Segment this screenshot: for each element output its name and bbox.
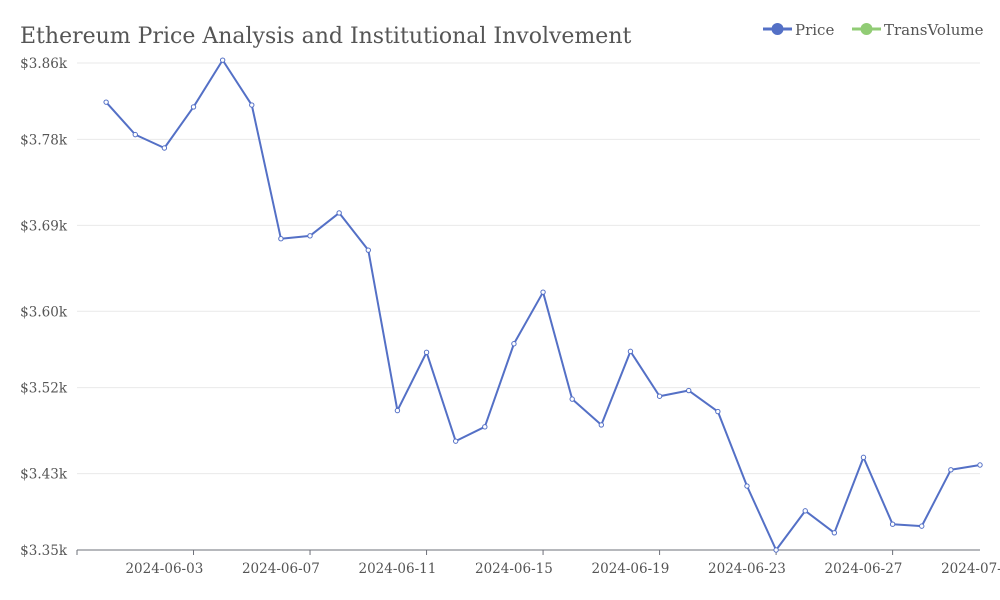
legend-price-marker <box>771 23 784 35</box>
y-tick-label: $3.35k <box>20 543 68 559</box>
chart-title: Ethereum Price Analysis and Institutiona… <box>20 24 631 49</box>
data-point[interactable] <box>452 438 459 444</box>
legend-item-price[interactable]: Price <box>763 21 834 39</box>
data-point[interactable] <box>249 102 255 108</box>
data-point[interactable] <box>511 341 517 347</box>
y-tick-label: $3.60k <box>20 304 68 320</box>
data-point[interactable] <box>831 530 838 536</box>
legend-transvolume-label: TransVolume <box>884 21 984 39</box>
y-tick-label: $3.43k <box>20 467 68 483</box>
x-tick-label: 2024-06-23 <box>708 561 786 577</box>
data-point[interactable] <box>394 407 401 414</box>
y-tick-label: $3.86k <box>20 56 68 72</box>
data-point[interactable] <box>889 521 896 527</box>
data-point[interactable] <box>919 523 925 529</box>
data-point[interactable] <box>948 467 954 473</box>
data-point[interactable] <box>802 508 808 514</box>
data-point[interactable] <box>686 387 692 394</box>
x-tick-label: 2024-07-01 <box>941 561 1000 577</box>
x-tick-label: 2024-06-27 <box>825 561 903 577</box>
x-tick-label: 2024-06-07 <box>242 561 320 577</box>
legend-item-transvolume[interactable]: TransVolume <box>852 21 984 39</box>
data-point[interactable] <box>219 57 226 63</box>
y-tick-label: $3.78k <box>20 132 68 148</box>
data-point[interactable] <box>656 393 663 399</box>
y-tick-label: $3.69k <box>20 218 68 234</box>
x-tick-label: 2024-06-11 <box>358 561 436 577</box>
price-series <box>103 57 983 553</box>
data-point[interactable] <box>190 104 197 110</box>
data-point[interactable] <box>977 462 983 468</box>
data-point[interactable] <box>423 349 430 356</box>
data-point[interactable] <box>336 210 342 216</box>
grid-lines <box>77 62 980 475</box>
data-point[interactable] <box>540 289 546 295</box>
data-point[interactable] <box>715 408 721 415</box>
data-point[interactable] <box>307 233 313 239</box>
axes: $3.35k $3.43k $3.52k $3.60k $3.69k $3.78k $3.8… <box>20 56 1000 577</box>
data-point[interactable] <box>161 145 168 151</box>
x-tick-label: 2024-06-19 <box>592 561 670 577</box>
series-line-price <box>105 59 981 551</box>
data-point[interactable] <box>627 348 634 355</box>
data-point[interactable] <box>569 396 575 402</box>
legend-price-label: Price <box>795 21 834 39</box>
data-point[interactable] <box>278 236 284 242</box>
data-point[interactable] <box>598 422 605 428</box>
data-point[interactable] <box>132 131 138 138</box>
y-tick-label: $3.52k <box>20 381 68 397</box>
data-point[interactable] <box>482 424 488 430</box>
data-point[interactable] <box>365 247 371 253</box>
data-point[interactable] <box>103 99 109 105</box>
x-tick-label: 2024-06-15 <box>475 561 553 577</box>
data-point[interactable] <box>744 483 750 489</box>
data-point[interactable] <box>773 547 779 553</box>
data-point[interactable] <box>860 454 867 461</box>
legend-transvolume-marker <box>860 23 873 35</box>
x-tick-label: 2024-06-03 <box>125 561 203 577</box>
legend[interactable]: Price TransVolume <box>763 21 984 39</box>
